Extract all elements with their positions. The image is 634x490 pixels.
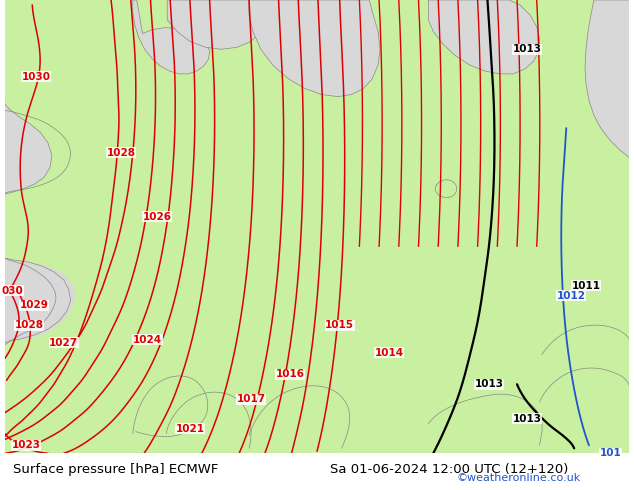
- Text: 1015: 1015: [325, 320, 354, 330]
- Text: 1024: 1024: [133, 335, 162, 345]
- Text: 1017: 1017: [236, 394, 266, 404]
- Text: 1012: 1012: [557, 291, 586, 300]
- Polygon shape: [4, 258, 70, 343]
- Text: 1014: 1014: [374, 348, 403, 358]
- Text: 030: 030: [2, 286, 23, 295]
- Text: 1028: 1028: [15, 320, 44, 330]
- Polygon shape: [4, 0, 630, 453]
- Text: 1016: 1016: [276, 369, 305, 379]
- Text: 1027: 1027: [49, 338, 79, 348]
- Text: 1023: 1023: [12, 441, 41, 450]
- Text: 1028: 1028: [107, 147, 136, 158]
- Polygon shape: [429, 0, 540, 74]
- Text: 1029: 1029: [20, 300, 49, 311]
- Polygon shape: [167, 0, 269, 49]
- Text: 1013: 1013: [512, 44, 541, 54]
- Polygon shape: [133, 0, 210, 74]
- Polygon shape: [249, 0, 380, 97]
- Text: 1013: 1013: [475, 379, 504, 389]
- Text: ©weatheronline.co.uk: ©weatheronline.co.uk: [456, 473, 581, 483]
- Polygon shape: [4, 103, 52, 194]
- Text: Sa 01-06-2024 12:00 UTC (12+120): Sa 01-06-2024 12:00 UTC (12+120): [330, 463, 568, 476]
- Text: 1026: 1026: [143, 212, 172, 222]
- Text: 1011: 1011: [571, 281, 600, 291]
- Text: 1021: 1021: [176, 424, 204, 434]
- Polygon shape: [585, 0, 630, 158]
- Text: Surface pressure [hPa] ECMWF: Surface pressure [hPa] ECMWF: [13, 463, 218, 476]
- Text: 1013: 1013: [512, 414, 541, 424]
- Text: 101: 101: [600, 448, 621, 458]
- Text: 1030: 1030: [22, 72, 51, 82]
